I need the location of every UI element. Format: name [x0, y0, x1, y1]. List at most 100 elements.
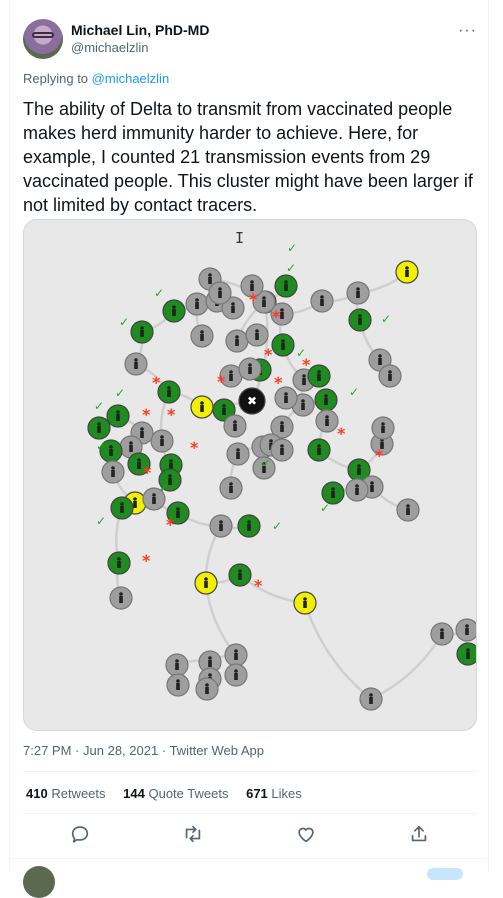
transmission-marker: *: [152, 373, 161, 392]
next-tweet-button[interactable]: [427, 868, 463, 880]
likes-label: Likes: [271, 786, 301, 801]
tweet-meta: 7:27 PM · Jun 28, 2021 · Twitter Web App: [23, 743, 264, 758]
quotes-label: Quote Tweets: [148, 786, 228, 801]
tweet-date[interactable]: Jun 28, 2021: [83, 743, 158, 758]
check-marker: ✓: [349, 385, 359, 399]
transmission-network-graph: ✖****************✓✓✓✓✓✓✓✓✓✓✓✓✓✓✓I: [24, 220, 476, 730]
unvaccinated-node: [210, 515, 232, 537]
check-marker: ✓: [320, 501, 330, 515]
vaccinated-node: [457, 643, 476, 665]
transmission-marker: *: [217, 372, 226, 391]
share-icon[interactable]: [408, 823, 430, 845]
retweets-label: Retweets: [51, 786, 105, 801]
index-node: [191, 396, 213, 418]
unvaccinated-node: [110, 587, 132, 609]
vaccinated-node: [107, 405, 129, 427]
unvaccinated-node: [360, 688, 382, 710]
more-options-icon[interactable]: ···: [458, 22, 477, 40]
unvaccinated-node: [220, 477, 242, 499]
index-node: [195, 572, 217, 594]
divider: [23, 771, 476, 772]
unvaccinated-node: [347, 282, 369, 304]
meta-separator: ·: [162, 743, 166, 758]
unvaccinated-node: [196, 678, 218, 700]
tweet-time[interactable]: 7:27 PM: [23, 743, 71, 758]
author-handle[interactable]: @michaelzlin: [71, 40, 149, 55]
check-marker: ✓: [261, 456, 271, 470]
check-marker: ✓: [96, 514, 106, 528]
likes-count: 671: [246, 786, 268, 801]
vaccinated-node: [238, 515, 260, 537]
check-marker: ✓: [381, 312, 391, 326]
unvaccinated-node: [102, 461, 124, 483]
unvaccinated-node: [151, 430, 173, 452]
index-node: [396, 261, 418, 283]
replying-to-handle[interactable]: @michaelzlin: [92, 71, 170, 86]
transmission-marker: *: [167, 405, 176, 424]
tweet-stats: 410 Retweets 144 Quote Tweets 671 Likes: [26, 786, 316, 801]
transmission-marker: *: [274, 373, 283, 392]
network-edge: [206, 583, 236, 655]
transmission-marker: *: [249, 290, 258, 309]
unvaccinated-node: [246, 324, 268, 346]
check-marker: ✓: [159, 481, 169, 495]
unvaccinated-node: [166, 654, 188, 676]
vaccinated-node: [158, 381, 180, 403]
transmission-marker: *: [337, 424, 346, 443]
transmission-marker: *: [142, 405, 151, 424]
retweet-icon[interactable]: [182, 823, 204, 845]
unvaccinated-node: [125, 353, 147, 375]
unvaccinated-node: [456, 619, 476, 641]
unvaccinated-node: [346, 479, 368, 501]
unvaccinated-node: [379, 365, 401, 387]
likes-stat[interactable]: 671 Likes: [246, 786, 302, 801]
network-edge: [305, 603, 371, 699]
author-avatar[interactable]: [23, 19, 63, 59]
vaccinated-node: [229, 564, 251, 586]
vaccinated-node: [349, 309, 371, 331]
check-marker: ✓: [272, 519, 282, 533]
author-name[interactable]: Michael Lin, PhD-MD: [71, 22, 209, 38]
center-node: ✖: [239, 388, 265, 414]
vaccinated-node: [88, 417, 110, 439]
next-tweet-avatar[interactable]: [23, 866, 55, 898]
network-edge: [371, 634, 442, 699]
text-cursor-icon: I: [235, 229, 244, 247]
vaccinated-node: [308, 439, 330, 461]
transmission-marker: *: [272, 307, 281, 326]
unvaccinated-node: [224, 415, 246, 437]
retweets-count: 410: [26, 786, 48, 801]
like-icon[interactable]: [295, 823, 317, 845]
vaccinated-node: [163, 300, 185, 322]
retweets-stat[interactable]: 410 Retweets: [26, 786, 106, 801]
check-marker: ✓: [154, 286, 164, 300]
check-marker: ✓: [115, 386, 125, 400]
tweet-text: The ability of Delta to transmit from va…: [23, 97, 483, 217]
unvaccinated-node: [209, 282, 231, 304]
unvaccinated-node: [239, 358, 261, 380]
transmission-marker: *: [190, 438, 199, 457]
unvaccinated-node: [271, 439, 293, 461]
unvaccinated-node: [227, 443, 249, 465]
unvaccinated-node: [372, 417, 394, 439]
check-marker: ✓: [287, 241, 297, 255]
reply-icon[interactable]: [69, 823, 91, 845]
transmission-marker: *: [166, 515, 175, 534]
transmission-marker: *: [142, 551, 151, 570]
divider: [9, 858, 487, 859]
check-marker: ✓: [286, 261, 296, 275]
unvaccinated-node: [226, 330, 248, 352]
unvaccinated-node: [167, 674, 189, 696]
replying-to-label: Replying to: [23, 71, 88, 86]
quotes-stat[interactable]: 144 Quote Tweets: [123, 786, 228, 801]
check-marker: ✓: [296, 346, 306, 360]
svg-text:✖: ✖: [247, 394, 257, 408]
check-marker: ✓: [119, 315, 129, 329]
check-marker: ✓: [94, 399, 104, 413]
unvaccinated-node: [431, 623, 453, 645]
tweet-image[interactable]: ✖****************✓✓✓✓✓✓✓✓✓✓✓✓✓✓✓I: [23, 219, 477, 731]
index-node: [294, 592, 316, 614]
meta-separator: ·: [75, 743, 79, 758]
vaccinated-node: [272, 334, 294, 356]
tweet-source[interactable]: Twitter Web App: [170, 743, 264, 758]
